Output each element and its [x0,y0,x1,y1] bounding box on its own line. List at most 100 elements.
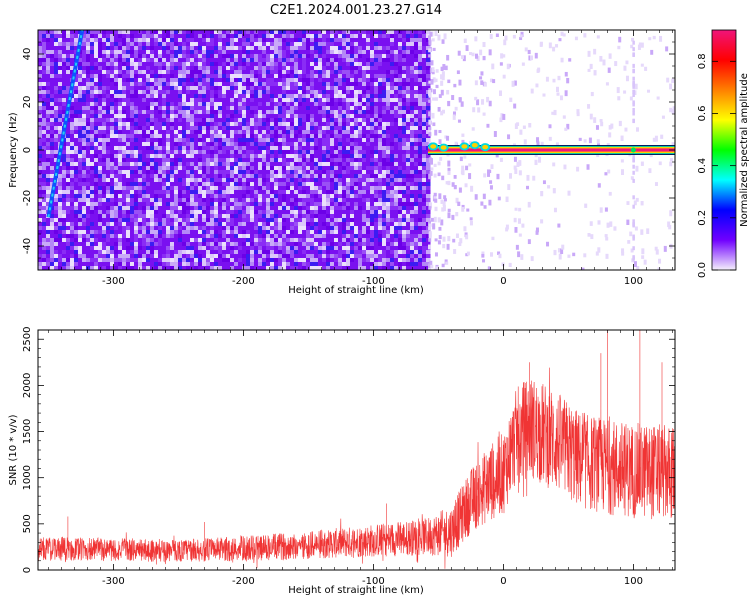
spectrogram-cell [226,202,231,207]
spectrogram-cell [338,90,343,95]
spectrogram-cell [214,62,219,67]
spectrogram-cell [318,146,323,151]
spectrogram-cell [286,122,291,127]
spectrogram-cell [38,242,43,247]
spectrogram-cell [242,90,247,95]
spectrogram-cell [118,58,123,63]
spectrogram-cell [74,230,79,235]
spectrogram-cell [86,246,91,251]
spectrogram-cell [222,258,227,263]
spectrogram-cell [314,58,319,63]
spectrogram-cell [274,126,279,131]
spectrogram-cell [238,150,243,155]
spectrogram-cell [330,266,335,270]
spectrogram-cell [370,30,375,35]
spectrogram-cell [270,146,275,151]
spectrogram-cell [262,62,267,67]
spectrogram-cell [354,182,359,187]
spectrogram-cell [162,106,167,111]
spectrogram-cell [118,98,123,103]
spectrogram-cell [306,38,311,43]
spectrogram-cell [250,70,255,75]
spectrogram-cell [126,262,131,267]
spectrogram-cell [270,222,275,227]
spectrogram-cell [210,114,215,119]
spectrogram-cell [242,198,247,203]
spectrogram-cell [282,146,287,151]
spectrogram-cell [70,158,75,163]
spectrogram-cell [338,234,343,239]
spectrogram-cell [186,114,191,119]
spectrogram-cell [174,150,179,155]
spectrogram-cell [162,146,167,151]
spectrogram-cell [282,58,287,63]
spectrogram-cell [338,182,343,187]
spectrogram-cell [302,142,307,147]
spectrogram-cell [190,142,195,147]
spectrogram-cell [74,38,79,43]
spectrogram-cell [98,150,103,155]
spectrogram-cell [178,110,183,115]
spectrogram-cell [354,138,359,143]
spectrogram-cell [166,34,171,39]
spectrogram-cell [194,114,199,119]
spectrogram-cell [262,258,267,263]
spectrogram-cell [74,166,79,171]
spectrogram-cell [82,190,87,195]
spectrogram-cell [346,34,351,39]
spectrogram-cell [58,250,63,255]
spectrogram-cell [106,170,111,175]
spectrogram-cell [290,178,295,183]
spectrogram-cell [226,154,231,159]
spectrogram-cell [82,94,87,99]
spectrogram-cell [262,222,267,227]
spectrogram-cell [58,234,63,239]
spectrogram-cell [182,178,187,183]
spectrogram-cell [350,206,355,211]
spectrogram-cell [74,238,79,243]
spectrogram-cell [214,158,219,163]
spectrogram-cell [290,206,295,211]
spectrogram-cell [194,174,199,179]
spectrogram-cell [170,258,175,263]
spectrogram-cell [58,66,63,71]
spectrogram-cell [266,42,271,47]
spectrogram-cell [146,110,151,115]
spectrogram-cell [178,254,183,259]
spectrogram-cell [322,162,327,167]
spectrogram-cell [278,94,283,99]
spectrogram-cell [174,166,179,171]
spectrogram-cell [70,170,75,175]
spectrogram-cell [290,222,295,227]
spectrogram-cell [154,186,159,191]
spectrogram-cell [306,66,311,71]
spectrogram-cell [162,186,167,191]
spectrogram-cell [182,58,187,63]
spectrogram-cell [366,218,371,223]
spectrogram-cell [142,190,147,195]
spectrogram-cell [142,102,147,107]
spectrogram-cell [318,254,323,259]
spectrogram-cell [178,30,183,35]
spectrogram-cell [234,122,239,127]
spectrogram-cell [286,150,291,155]
spectrogram-cell [46,78,51,83]
spectrogram-cell [350,162,355,167]
spectrogram-cell [158,266,163,270]
spectrogram-cell [222,166,227,171]
spectrogram-cell [326,246,331,251]
spectrogram-cell [314,190,319,195]
spectrogram-cell [98,118,103,123]
spectrogram-cell [302,170,307,175]
spectrogram-cell [150,110,155,115]
spectrogram-cell [234,190,239,195]
spectrogram-cell [122,202,127,207]
spectrogram-cell [178,170,183,175]
spectrogram-cell [210,30,215,35]
spectrogram-cell [362,254,367,259]
spectrogram-cell [218,198,223,203]
spectrogram-cell [98,258,103,263]
spectrogram-cell [138,118,143,123]
spectrogram-cell [318,198,323,203]
spectrogram-cell [346,122,351,127]
